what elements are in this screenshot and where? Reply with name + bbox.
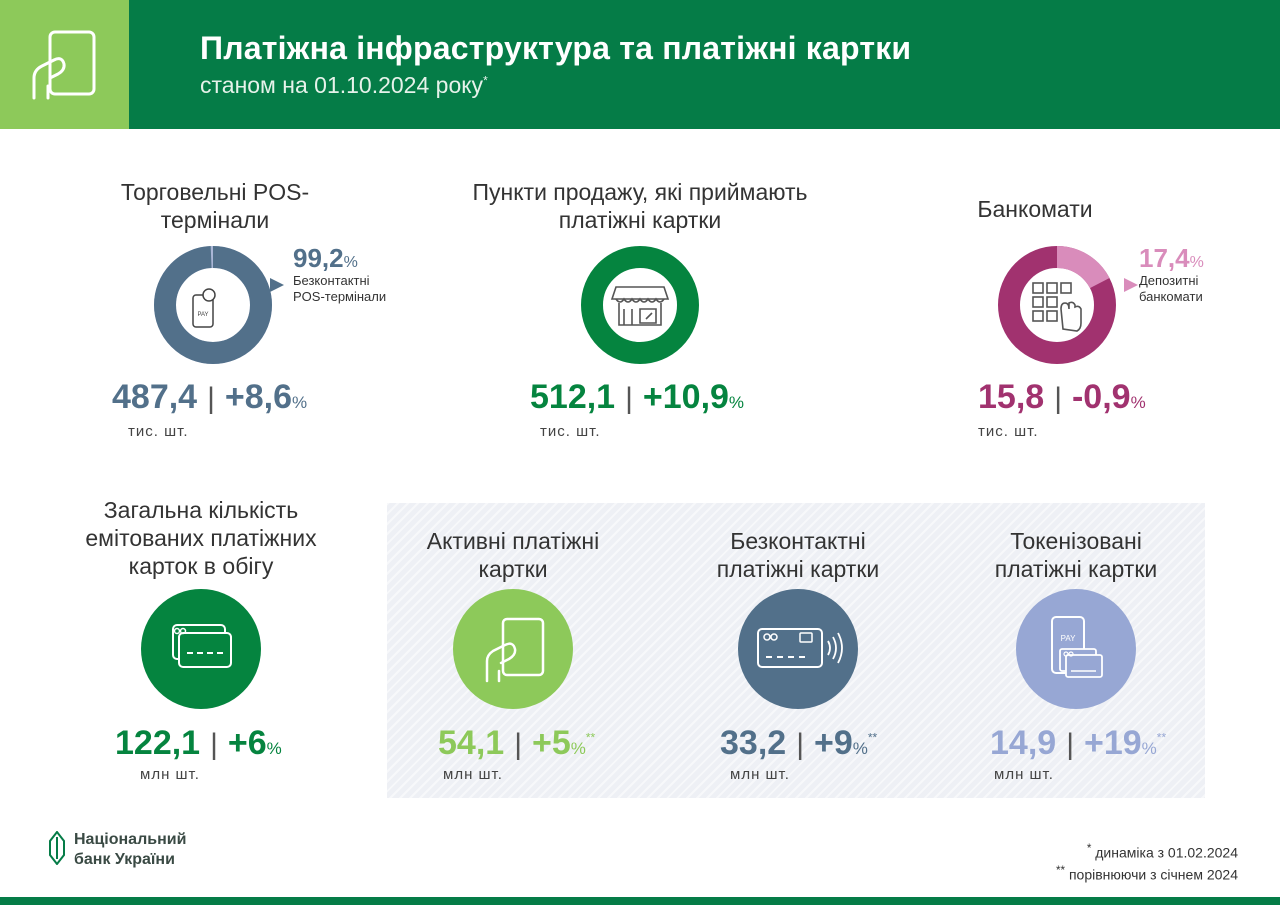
pos-pointer-icon: [270, 278, 284, 292]
contactless-cards-value: 33,2 | +9%**: [720, 724, 878, 762]
total-cards-unit: млн шт.: [140, 766, 200, 783]
atm-donut: [998, 246, 1116, 364]
contactless-cards-circle: [738, 589, 858, 709]
contactless-card-icon: [757, 628, 843, 668]
atm-value: 15,8 | -0,9%: [978, 378, 1146, 416]
pos-share-label: Безконтактні POS-термінали: [293, 273, 387, 304]
pos-label: Торговельні POS-термінали: [120, 179, 310, 233]
active-cards-label: Активні платіжні картки: [426, 528, 600, 582]
contactless-cards-label: Безконтактні платіжні картки: [716, 528, 880, 582]
footnote-1: * динаміка з 01.02.2024: [1086, 842, 1238, 861]
active-cards-value: 54,1 | +5%**: [438, 724, 596, 762]
nbu-logo-icon: [49, 831, 65, 865]
tokenized-cards-label: Токенізовані платіжні картки: [994, 528, 1158, 582]
phone-pay-cards-icon: PAY: [1051, 616, 1103, 678]
merchants-label: Пункти продажу, які приймають платіжні к…: [472, 179, 808, 233]
svg-text:PAY: PAY: [1061, 634, 1076, 643]
header-bar: Платіжна інфраструктура та платіжні карт…: [0, 0, 1280, 129]
total-cards-value: 122,1 | +6%: [115, 724, 282, 762]
page-subtitle: станом на 01.10.2024 року*: [200, 72, 488, 98]
atm-share-label: Депозитні банкомати: [1139, 273, 1203, 304]
atm-keypad-icon: [1032, 282, 1082, 332]
tokenized-cards-unit: млн шт.: [994, 766, 1054, 783]
merchants-unit: тис. шт.: [540, 423, 601, 440]
contactless-cards-unit: млн шт.: [730, 766, 790, 783]
tokenized-cards-value: 14,9 | +19%**: [990, 724, 1167, 762]
atm-share-value: 17,4%: [1139, 243, 1204, 273]
atm-label: Банкомати: [977, 196, 1093, 222]
pay-terminal-icon: PAY: [192, 286, 240, 328]
merchants-value: 512,1 | +10,9%: [530, 378, 745, 416]
header-icon-box: [0, 0, 129, 129]
total-cards-label: Загальна кількість емітованих платіжних …: [85, 497, 317, 579]
pos-donut: PAY: [154, 246, 272, 364]
svg-text:PAY: PAY: [197, 312, 208, 318]
merchants-ring: [581, 246, 699, 364]
total-cards-circle: [141, 589, 261, 709]
card-in-hand-icon: [485, 617, 545, 683]
pos-value: 487,4 | +8,6%: [112, 378, 308, 416]
nbu-logo-text: Національний банк України: [74, 831, 187, 868]
pos-share-value: 99,2%: [293, 243, 358, 273]
atm-unit: тис. шт.: [978, 423, 1039, 440]
footnote-2: ** порівнюючи з січнем 2024: [1056, 864, 1238, 883]
card-in-hand-icon: [32, 30, 96, 100]
atm-pointer-icon: [1124, 278, 1138, 292]
page-title: Платіжна інфраструктура та платіжні карт…: [200, 30, 912, 66]
shop-icon: [610, 286, 670, 326]
active-cards-unit: млн шт.: [443, 766, 503, 783]
tokenized-cards-circle: PAY: [1016, 589, 1136, 709]
bottom-bar: [0, 897, 1280, 905]
active-cards-circle: [453, 589, 573, 709]
cards-icon: [172, 624, 232, 668]
pos-unit: тис. шт.: [128, 423, 189, 440]
